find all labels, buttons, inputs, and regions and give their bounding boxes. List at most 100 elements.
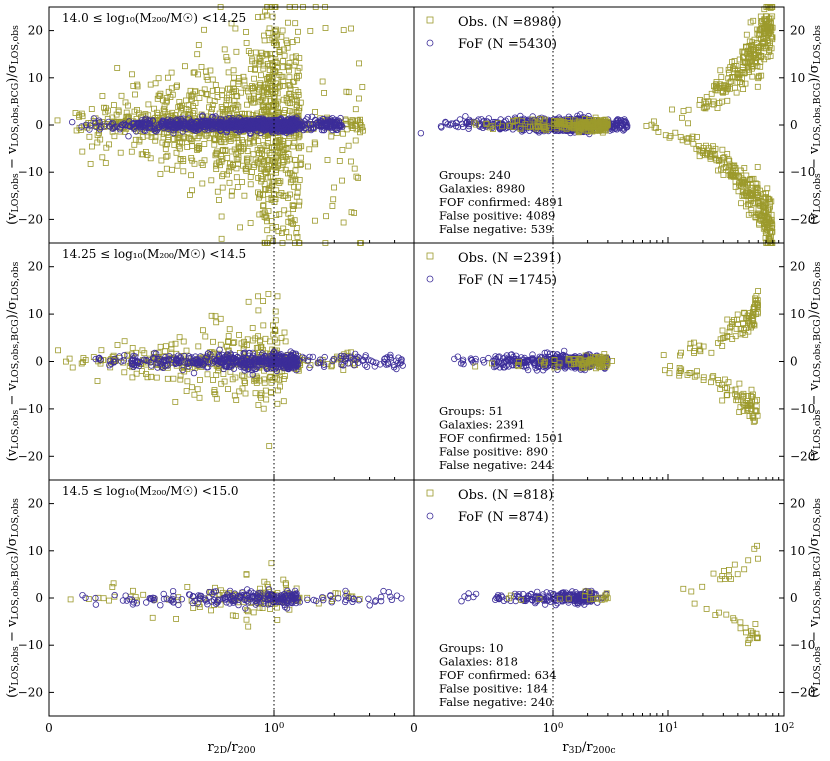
obs-point	[258, 49, 265, 56]
obs-point	[311, 217, 318, 224]
obs-point	[187, 136, 194, 143]
obs-point	[244, 101, 251, 108]
obs-point	[732, 84, 738, 91]
obs-point	[329, 203, 336, 209]
obs-point	[211, 98, 218, 104]
obs-point	[225, 333, 232, 340]
obs-point	[291, 140, 298, 146]
obs-point	[175, 143, 182, 150]
obs-point	[154, 114, 161, 121]
obs-point	[241, 192, 248, 199]
obs-point	[96, 129, 102, 136]
obs-point	[274, 293, 281, 300]
obs-point	[296, 143, 303, 150]
obs-point	[169, 166, 176, 173]
obs-point	[288, 93, 295, 100]
obs-point	[274, 144, 281, 151]
obs-point	[99, 93, 106, 99]
obs-point	[255, 174, 262, 181]
obs-point	[296, 176, 303, 183]
obs-point	[154, 95, 161, 102]
obs-point	[282, 166, 289, 173]
obs-point	[174, 162, 181, 169]
obs-point	[265, 135, 271, 141]
obs-point	[184, 144, 191, 150]
obs-point	[276, 72, 283, 78]
obs-point	[156, 128, 163, 135]
obs-point	[696, 153, 703, 160]
obs-point	[265, 29, 272, 36]
obs-point	[204, 371, 211, 378]
obs-point	[211, 141, 218, 148]
obs-point	[198, 64, 205, 70]
obs-point	[291, 62, 298, 69]
obs-point	[272, 101, 279, 108]
obs-point	[87, 160, 94, 167]
obs-point	[359, 127, 366, 134]
obs-point	[239, 179, 245, 185]
obs-point	[257, 338, 264, 345]
obs-point	[283, 37, 290, 44]
obs-point	[237, 224, 244, 231]
obs-point	[250, 92, 257, 99]
obs-point	[201, 141, 208, 147]
obs-point	[254, 146, 261, 153]
obs-point	[163, 141, 170, 148]
obs-point	[243, 85, 250, 92]
obs-point	[202, 68, 209, 75]
obs-point	[247, 173, 254, 180]
obs-point	[158, 157, 165, 164]
obs-point	[328, 133, 335, 140]
obs-point	[252, 390, 259, 397]
obs-point	[260, 62, 267, 69]
obs-point	[264, 164, 271, 171]
obs-point	[351, 165, 358, 172]
obs-point	[251, 161, 258, 168]
obs-point	[717, 67, 724, 74]
data-points	[54, 4, 776, 647]
obs-point	[196, 376, 203, 383]
obs-point	[286, 82, 293, 89]
obs-point	[265, 208, 272, 214]
obs-point	[292, 167, 299, 174]
obs-point	[139, 347, 146, 354]
obs-point	[285, 139, 292, 146]
obs-point	[270, 66, 277, 73]
obs-point	[157, 171, 164, 177]
obs-point	[204, 91, 211, 98]
obs-point	[121, 128, 128, 135]
obs-point	[275, 84, 282, 90]
obs-point	[247, 181, 254, 188]
obs-point	[269, 224, 276, 231]
obs-point	[117, 149, 124, 156]
obs-point	[287, 170, 293, 176]
obs-point	[145, 101, 152, 108]
obs-point	[186, 191, 193, 198]
obs-point	[263, 12, 270, 19]
obs-point	[272, 68, 279, 74]
obs-point	[234, 184, 241, 190]
obs-point	[295, 89, 302, 95]
obs-point	[285, 218, 292, 225]
obs-point	[259, 103, 266, 110]
obs-point	[356, 60, 363, 67]
obs-point	[231, 135, 238, 142]
obs-point	[196, 145, 203, 152]
obs-point	[248, 169, 255, 176]
obs-point	[347, 119, 354, 125]
obs-point	[256, 82, 263, 88]
obs-point	[289, 39, 296, 45]
fof-point	[125, 132, 132, 140]
obs-point	[134, 81, 141, 88]
obs-point	[224, 57, 231, 64]
obs-point	[172, 131, 179, 138]
obs-point	[331, 184, 338, 191]
obs-point	[280, 225, 287, 232]
obs-point	[339, 177, 346, 184]
obs-point	[152, 134, 159, 141]
obs-point	[244, 157, 250, 164]
obs-point	[230, 67, 237, 74]
obs-point	[225, 386, 231, 393]
obs-point	[260, 89, 267, 96]
